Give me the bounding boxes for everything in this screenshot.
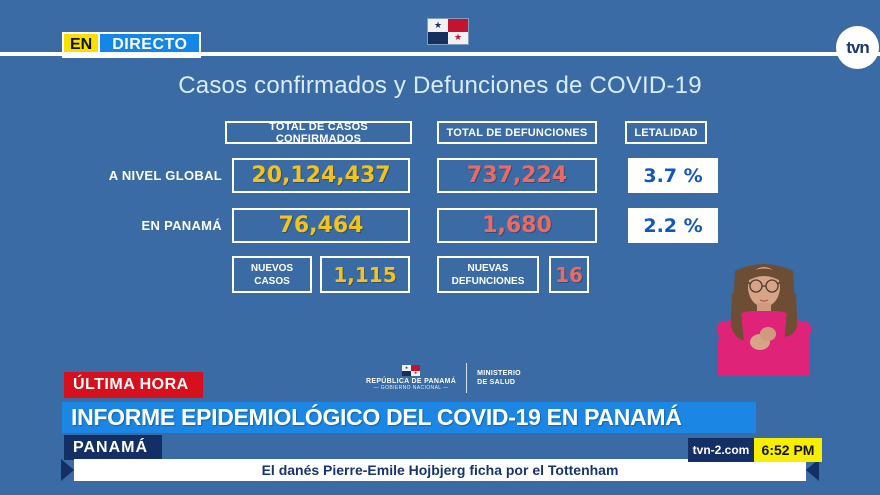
interpreter-arms	[716, 321, 812, 356]
interpreter-glasses	[747, 279, 781, 293]
header-total-defunciones: TOTAL DE DEFUNCIONES	[437, 121, 597, 144]
new-cases-label-line1: NUEVOS	[250, 262, 294, 274]
flag-quadrant: ★	[411, 370, 421, 376]
row-label-panama: EN PANAMÁ	[141, 218, 222, 233]
headline-banner: INFORME EPIDEMIOLÓGICO DEL COVID-19 EN P…	[62, 402, 756, 433]
website-label: tvn-2.com	[688, 438, 754, 462]
new-deaths-label-line2: DEFUNCIONES	[451, 275, 525, 287]
tvn-logo-text: tvn	[846, 37, 869, 57]
government-logos: ★ ★ REPÚBLICA DE PANAMÁ — GOBIERNO NACIO…	[366, 363, 521, 393]
new-cases-value: 1,115	[320, 256, 410, 293]
interpreter-mouth	[759, 299, 769, 302]
row-label-global: A NIVEL GLOBAL	[108, 168, 222, 183]
flag-quadrant: ★	[428, 19, 448, 32]
star-icon: ★	[404, 364, 409, 370]
interpreter-hand	[760, 327, 776, 341]
panama-flag-icon: ★ ★	[428, 19, 468, 44]
ministry-label: MINISTERIO DE SALUD	[477, 369, 521, 388]
government-subtitle: — GOBIERNO NACIONAL —	[373, 385, 449, 391]
ministry-line1: MINISTERIO	[477, 369, 521, 377]
flag-quadrant	[411, 365, 421, 371]
panama-deaths-value: 1,680	[437, 208, 597, 243]
new-deaths-value: 16	[549, 256, 589, 293]
tvn-logo: tvn	[836, 26, 879, 69]
panama-flag-small-icon: ★ ★	[402, 364, 421, 376]
breaking-news-badge: ÚLTIMA HORA	[64, 372, 203, 398]
location-badge: PANAMÁ	[64, 435, 163, 460]
logo-divider	[466, 363, 468, 393]
global-confirmed-value: 20,124,437	[232, 158, 410, 193]
sign-language-interpreter	[716, 264, 812, 375]
flag-quadrant	[402, 370, 412, 376]
header-letalidad: LETALIDAD	[625, 121, 707, 144]
top-separator-line	[0, 52, 880, 56]
star-icon: ★	[433, 19, 443, 30]
ministry-line2: DE SALUD	[477, 379, 516, 386]
new-cases-label-line2: CASOS	[254, 275, 290, 287]
panama-confirmed-value: 76,464	[232, 208, 410, 243]
global-lethality-value: 3.7 %	[628, 158, 718, 193]
flag-quadrant	[448, 19, 468, 32]
interpreter-fringe	[746, 268, 782, 282]
new-deaths-label: NUEVAS DEFUNCIONES	[437, 256, 539, 293]
new-deaths-label-line1: NUEVAS	[467, 262, 509, 274]
header-total-casos: TOTAL DE CASOS CONFIRMADOS	[225, 121, 412, 145]
flag-quadrant: ★	[448, 31, 468, 44]
global-deaths-value: 737,224	[437, 158, 597, 193]
star-icon: ★	[453, 32, 463, 43]
flag-quadrant: ★	[402, 364, 412, 371]
new-cases-label: NUEVOS CASOS	[232, 256, 312, 293]
republic-logo: ★ ★ REPÚBLICA DE PANAMÁ — GOBIERNO NACIO…	[366, 365, 456, 391]
panama-lethality-value: 2.2 %	[628, 208, 718, 243]
flag-quadrant	[428, 31, 448, 44]
news-ticker: El danés Pierre-Emile Hojbjerg ficha por…	[74, 459, 806, 481]
star-icon: ★	[413, 370, 418, 376]
page-title: Casos confirmados y Defunciones de COVID…	[178, 72, 702, 99]
clock-time: 6:52 PM	[754, 438, 822, 462]
ticker-left-chevron-icon	[61, 459, 74, 481]
republic-label: REPÚBLICA DE PANAMÁ	[366, 378, 457, 385]
ticker-right-chevron-icon	[806, 459, 819, 481]
